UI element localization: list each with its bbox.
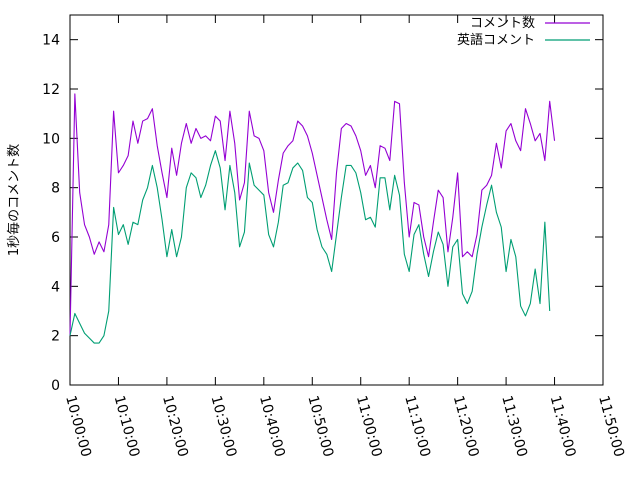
y-tick-label: 6	[51, 230, 60, 246]
legend-label: 英語コメント	[457, 32, 535, 48]
y-axis: 0 2 4 6 8 10 12 14	[42, 33, 603, 394]
legend-label: コメント数	[470, 16, 535, 31]
x-axis: 10:00:00 10:10:00 10:20:00 10:30:00 10:40:00…	[62, 15, 627, 459]
x-tick-label: 11:20:00	[450, 394, 482, 459]
y-tick-label: 2	[51, 329, 60, 345]
x-tick-label: 10:00:00	[62, 394, 94, 459]
x-tick-label: 10:50:00	[304, 394, 336, 459]
y-tick-label: 4	[51, 279, 60, 295]
y-tick-label: 14	[42, 33, 60, 49]
x-tick-label: 10:40:00	[256, 394, 288, 459]
y-tick-label: 10	[42, 131, 60, 147]
series-line-2	[69, 150, 551, 344]
y-axis-label: 1秒毎のコメント数	[6, 144, 22, 256]
y-tick-label: 0	[51, 378, 60, 394]
x-tick-label: 11:30:00	[498, 394, 530, 459]
series-layer	[69, 93, 556, 344]
x-tick-label: 10:10:00	[111, 394, 143, 459]
x-tick-label: 10:30:00	[207, 394, 239, 459]
y-tick-label: 8	[51, 181, 60, 197]
plot-frame	[69, 14, 604, 386]
series-line-1	[69, 93, 556, 336]
x-tick-label: 11:00:00	[353, 394, 385, 459]
x-tick-label: 10:20:00	[159, 394, 191, 459]
x-tick-label: 11:10:00	[401, 394, 433, 459]
x-tick-label: 11:50:00	[595, 394, 627, 459]
x-tick-label: 11:40:00	[547, 394, 579, 459]
y-tick-label: 12	[42, 82, 60, 98]
